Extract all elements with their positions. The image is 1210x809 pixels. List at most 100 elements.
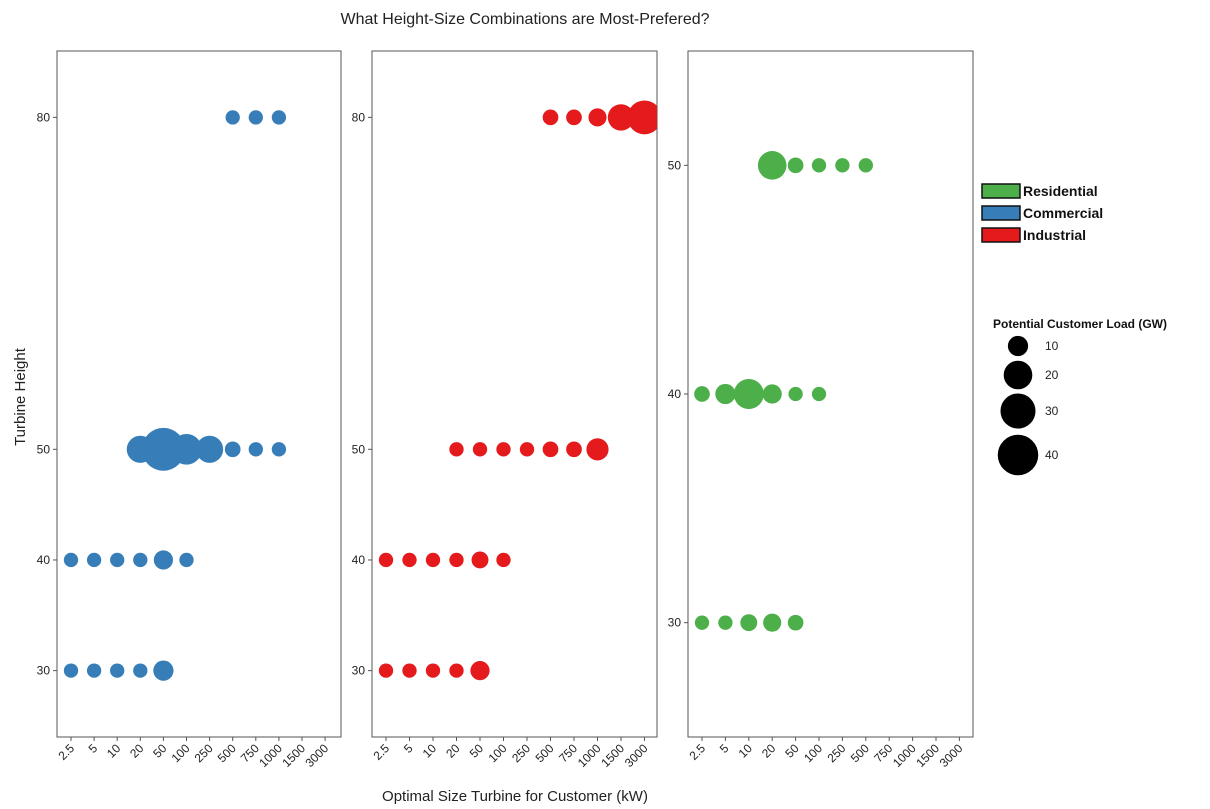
x-tick-label: 10 <box>736 741 756 761</box>
data-point <box>811 386 827 402</box>
y-tick-label: 50 <box>352 442 366 456</box>
legend-swatch <box>981 183 1021 199</box>
data-point <box>271 110 287 125</box>
data-point <box>110 552 125 568</box>
x-tick-label: 10 <box>104 741 124 761</box>
data-point <box>471 551 489 569</box>
points-commercial <box>63 110 287 681</box>
data-point <box>496 442 511 457</box>
x-tick-label: 5 <box>401 741 416 756</box>
size-legend-title: Potential Customer Load (GW) <box>993 317 1167 331</box>
data-point <box>425 663 441 678</box>
legend-swatch <box>981 227 1021 243</box>
data-point <box>542 109 559 126</box>
data-point <box>519 442 535 457</box>
data-point <box>715 383 736 405</box>
size-legend-label: 30 <box>1045 404 1059 418</box>
data-point <box>542 441 559 458</box>
data-point <box>378 552 394 568</box>
data-point <box>63 663 79 678</box>
y-tick-label: 30 <box>352 664 366 678</box>
y-tick-label: 80 <box>352 110 366 124</box>
x-tick-label: 3000 <box>622 741 651 770</box>
x-tick-label: 1500 <box>598 741 627 770</box>
data-point <box>472 442 488 457</box>
x-tick-label: 1000 <box>256 741 285 770</box>
legend-label: Industrial <box>1023 227 1086 243</box>
x-tick-label: 2.5 <box>686 741 708 763</box>
x-tick-label: 2.5 <box>55 741 77 763</box>
data-point <box>224 441 241 458</box>
x-tick-label: 50 <box>150 741 170 761</box>
panel-frame <box>371 50 658 738</box>
data-point <box>566 109 582 126</box>
data-point <box>248 110 263 125</box>
data-point <box>694 615 710 630</box>
x-tick-label: 20 <box>443 741 463 761</box>
data-point <box>811 158 827 173</box>
data-point <box>179 552 194 568</box>
data-point <box>763 613 782 632</box>
x-tick-label: 10 <box>420 741 440 761</box>
data-point <box>86 663 102 678</box>
data-point <box>627 100 657 135</box>
x-tick-label: 500 <box>848 741 872 765</box>
size-legend-label: 20 <box>1045 368 1059 382</box>
x-tick-label: 1000 <box>890 741 919 770</box>
x-axis-title: Optimal Size Turbine for Customer (kW) <box>382 788 648 805</box>
data-point <box>470 661 490 681</box>
y-tick-label: 30 <box>668 616 682 630</box>
size-legend-circle <box>1007 335 1029 357</box>
y-tick-label: 40 <box>668 387 682 401</box>
legend-swatch <box>981 205 1021 221</box>
data-point <box>133 552 148 568</box>
x-tick-label: 1000 <box>575 741 604 770</box>
data-point <box>694 386 710 402</box>
data-point <box>733 378 764 410</box>
y-tick-label: 30 <box>37 664 51 678</box>
x-tick-label: 250 <box>824 741 848 765</box>
data-point <box>788 386 803 402</box>
x-tick-label: 50 <box>467 741 487 761</box>
x-tick-label: 100 <box>169 741 193 765</box>
points-industrial <box>378 100 657 681</box>
x-tick-label: 250 <box>509 741 533 765</box>
data-point <box>425 552 441 568</box>
y-tick-label: 50 <box>37 442 51 456</box>
x-tick-label: 500 <box>533 741 557 765</box>
y-axis-title: Turbine Height <box>12 347 29 446</box>
data-point <box>171 433 202 465</box>
data-point <box>588 108 607 127</box>
x-tick-label: 5 <box>86 741 101 756</box>
size-legend-circle <box>1000 393 1036 429</box>
y-tick-label: 40 <box>352 553 366 567</box>
data-point <box>63 552 79 568</box>
x-tick-label: 100 <box>486 741 510 765</box>
data-point <box>762 384 782 404</box>
x-tick-label: 100 <box>801 741 825 765</box>
x-tick-label: 3000 <box>302 741 331 770</box>
data-point <box>153 660 174 681</box>
data-point <box>225 110 240 125</box>
x-tick-label: 2.5 <box>370 741 392 763</box>
x-tick-label: 1500 <box>279 741 308 770</box>
data-point <box>449 663 464 678</box>
data-point <box>141 427 185 471</box>
x-tick-label: 1500 <box>913 741 942 770</box>
panel-frame <box>56 50 342 738</box>
size-legend-circle <box>997 434 1039 476</box>
size-legend-label: 10 <box>1045 339 1059 353</box>
x-tick-label: 3000 <box>937 741 966 770</box>
data-point <box>858 158 873 173</box>
size-legend-circle <box>1003 360 1033 390</box>
x-tick-label: 50 <box>782 741 802 761</box>
legend-label: Commercial <box>1023 205 1103 221</box>
data-point <box>248 442 263 457</box>
data-point <box>449 442 464 457</box>
data-point <box>607 104 635 131</box>
data-point <box>787 614 804 631</box>
data-point <box>586 438 609 461</box>
